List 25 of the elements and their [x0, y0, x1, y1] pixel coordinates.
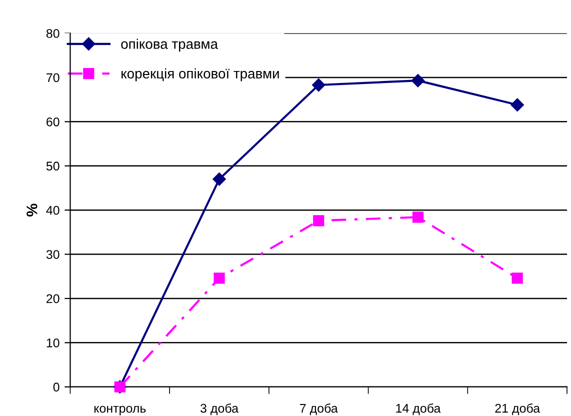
point — [212, 172, 226, 186]
legend-label: корекція опікової травми — [122, 68, 279, 82]
x-tick-label: 3 доба — [200, 403, 239, 416]
point — [510, 98, 524, 112]
point — [512, 272, 523, 284]
point — [411, 74, 425, 88]
y-tick-label: 80 — [46, 29, 60, 38]
x-tick-label: 14 доба — [396, 403, 441, 416]
y-tick-label: 60 — [46, 117, 60, 126]
x-tick-label: 21 доба — [495, 403, 540, 416]
y-tick-label: 30 — [46, 250, 60, 259]
x-tick-label: контроль — [94, 406, 146, 416]
y-axis-title: % — [26, 204, 38, 216]
point — [412, 212, 424, 223]
legend-label: опікова травма — [121, 38, 218, 52]
point — [313, 215, 324, 226]
x-tick-label: 7 доба — [300, 403, 338, 416]
y-tick-label: 20 — [46, 294, 60, 304]
y-tick-label: 40 — [46, 206, 60, 215]
y-tick-label: 70 — [46, 73, 60, 82]
point — [214, 272, 225, 284]
y-tick-label: 50 — [46, 162, 60, 171]
point — [312, 78, 326, 92]
y-tick-label: 0 — [53, 382, 60, 392]
y-tick-label: 10 — [46, 338, 60, 348]
